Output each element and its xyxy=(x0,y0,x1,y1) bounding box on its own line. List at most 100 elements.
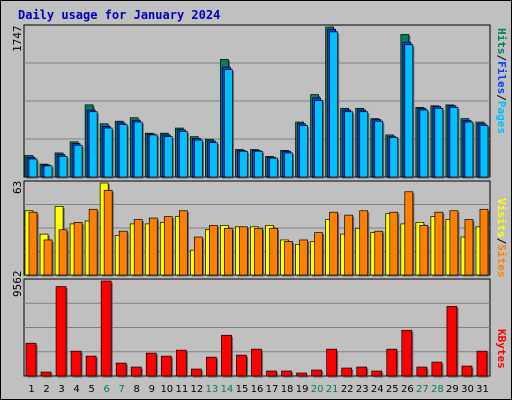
sites-bar xyxy=(118,230,128,276)
pages-bar xyxy=(148,134,158,178)
kbytes-bar xyxy=(70,350,82,377)
legend-pages: Pages xyxy=(495,100,508,134)
x-tick-label: 20 xyxy=(311,384,324,395)
kbytes-bar xyxy=(145,352,157,377)
kbytes-bar xyxy=(431,361,443,377)
kbytes-bar xyxy=(401,329,413,377)
x-tick-label: 15 xyxy=(236,384,249,395)
x-tick-label: 9 xyxy=(149,384,155,395)
top-legend: Hits/Files/Pages xyxy=(495,28,508,134)
kbytes-bar xyxy=(85,355,97,377)
sites-bar xyxy=(479,208,489,276)
sites-bar xyxy=(239,226,248,276)
sites-bar xyxy=(58,229,68,276)
pages-bar xyxy=(449,107,459,178)
kbytes-bar xyxy=(236,354,247,377)
x-tick-label: 1 xyxy=(28,384,34,395)
pages-bar xyxy=(389,137,399,178)
sites-bar xyxy=(209,224,218,276)
sites-bar xyxy=(464,219,474,276)
kbytes-bar xyxy=(175,349,187,377)
pages-bar xyxy=(374,120,384,178)
sites-bar xyxy=(28,211,38,276)
x-tick-label: 23 xyxy=(356,384,369,395)
sites-bar xyxy=(329,211,338,276)
kbytes-bar xyxy=(461,365,473,377)
sites-bar xyxy=(389,211,399,276)
sites-bar xyxy=(449,210,459,276)
sites-bar xyxy=(163,216,173,276)
x-tick-label: 12 xyxy=(191,384,204,395)
x-tick-label: 28 xyxy=(431,384,444,395)
pages-bar xyxy=(434,107,444,178)
sites-bar xyxy=(254,227,263,276)
pages-bar xyxy=(344,111,354,178)
pages-bar xyxy=(329,31,338,178)
x-tick-label: 8 xyxy=(134,384,140,395)
x-tick-label: 5 xyxy=(88,384,94,395)
pages-bar xyxy=(88,111,98,178)
pages-bar xyxy=(163,136,173,178)
sites-bar xyxy=(73,222,83,276)
pages-bar xyxy=(299,125,308,178)
kbytes-bar xyxy=(221,334,232,377)
sites-bar xyxy=(224,227,233,276)
sites-bar xyxy=(43,239,53,276)
sites-bar xyxy=(374,230,384,276)
pages-bar xyxy=(224,69,233,178)
pages-bar xyxy=(314,100,323,178)
pages-bar xyxy=(239,150,248,178)
kbytes-bar xyxy=(341,367,353,377)
pages-bar xyxy=(133,121,143,178)
x-tick-label: 2 xyxy=(43,384,49,395)
sites-bar xyxy=(284,241,293,276)
x-tick-label: 13 xyxy=(206,384,219,395)
legend-visits: Visits xyxy=(495,198,508,238)
pages-bar xyxy=(58,156,68,178)
pages-bar xyxy=(419,109,429,178)
sites-bar xyxy=(88,208,98,276)
kbytes-bar xyxy=(100,280,112,377)
sites-bar xyxy=(269,227,278,276)
x-tick-label: 29 xyxy=(446,384,459,395)
pages-bar xyxy=(43,165,53,178)
sites-bar xyxy=(178,210,188,276)
x-tick-label: 4 xyxy=(73,384,79,395)
x-tick-label: 17 xyxy=(266,384,279,395)
kbytes-bar xyxy=(55,286,67,377)
kbytes-bar xyxy=(251,348,262,377)
pages-bar xyxy=(103,127,113,178)
pages-bar xyxy=(118,124,128,178)
pages-bar xyxy=(404,44,414,178)
kbytes-bar xyxy=(191,368,202,377)
x-tick-label: 18 xyxy=(281,384,294,395)
x-tick-label: 22 xyxy=(341,384,354,395)
x-tick-label: 7 xyxy=(119,384,125,395)
legend-hits: Hits xyxy=(495,28,508,55)
x-tick-label: 3 xyxy=(58,384,64,395)
x-tick-label: 10 xyxy=(160,384,173,395)
kbytes-bar xyxy=(416,366,428,377)
x-tick-label: 16 xyxy=(251,384,264,395)
legend-files: Files xyxy=(495,61,508,95)
visits-ymax-label: 63 xyxy=(11,180,24,194)
kbytes-bar xyxy=(281,370,292,377)
sites-bar xyxy=(103,189,113,276)
kbytes-bar xyxy=(40,371,52,377)
sites-bar xyxy=(419,224,429,276)
x-tick-label: 11 xyxy=(175,384,188,395)
kbytes-bar xyxy=(386,348,398,377)
kbytes-bar xyxy=(326,348,337,377)
x-tick-label: 14 xyxy=(221,384,234,395)
chart-title: Daily usage for January 2024 xyxy=(18,8,221,22)
x-tick-label: 6 xyxy=(103,384,109,395)
kbytes-bar xyxy=(356,366,368,377)
kbytes-bar xyxy=(130,366,142,377)
pages-bar xyxy=(464,121,474,178)
legend-kbytes: KBytes xyxy=(495,329,508,369)
kbytes-bar xyxy=(371,370,383,377)
pages-bar xyxy=(209,142,218,178)
sites-bar xyxy=(359,210,369,276)
bottom-legend: KBytes xyxy=(495,329,508,369)
